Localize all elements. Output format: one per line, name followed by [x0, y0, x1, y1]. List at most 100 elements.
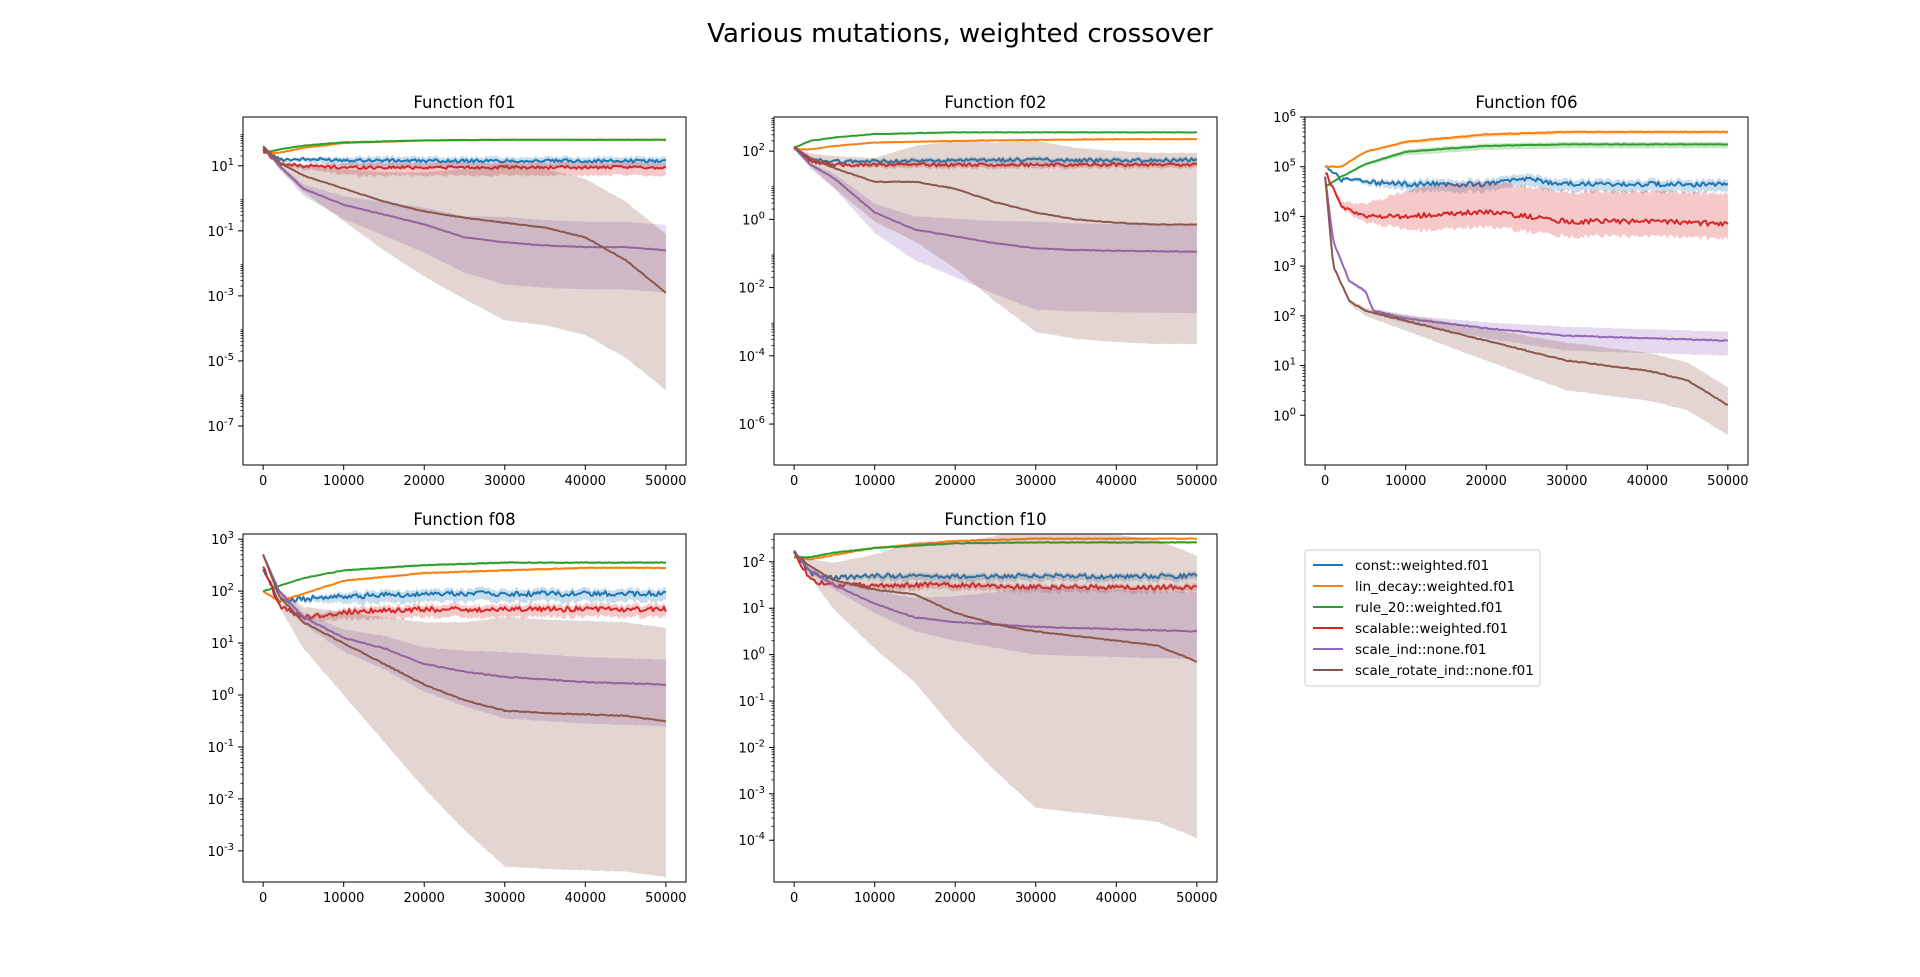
y-tick-label: 102: [742, 553, 765, 571]
y-tick-label: 10-4: [738, 831, 765, 849]
legend-label: scale_ind::none.f01: [1355, 642, 1486, 658]
x-tick-label: 40000: [565, 474, 606, 489]
y-tick-label: 10-1: [207, 738, 234, 756]
series-line-lin_decay: [262, 566, 666, 603]
series-line-const: [262, 147, 667, 164]
band-scale_rotate_ind: [1325, 176, 1728, 435]
panel-3: Function f06 0 10000 20000 30000 40000 50000 10…: [1273, 93, 1748, 489]
band-scalable: [1325, 172, 1728, 241]
series-line-lin_decay: [1324, 130, 1729, 168]
x-tick-label: 30000: [484, 891, 525, 906]
x-tick-label: 20000: [404, 891, 445, 906]
series-line-rule_20: [793, 131, 1198, 149]
legend-label: const::weighted.f01: [1355, 558, 1489, 574]
band-scalable: [263, 566, 666, 623]
series-line-scalable: [1325, 172, 1729, 227]
y-tick-label: 10-6: [738, 415, 765, 433]
legend: const::weighted.f01lin_decay::weighted.f…: [1304, 549, 1541, 687]
y-tick-label: 100: [1273, 406, 1296, 424]
y-tick-label: 10-2: [738, 738, 765, 756]
panel-title: Function f02: [944, 93, 1046, 112]
series-line-scale_rotate_ind: [793, 551, 1198, 663]
series-line-const: [793, 549, 1198, 581]
y-tick-label: 102: [211, 582, 234, 600]
x-tick-label: 50000: [1707, 474, 1748, 489]
y-tick-label: 10-1: [738, 692, 765, 710]
x-tick-label: 10000: [854, 891, 895, 906]
y-tick-label: 104: [1273, 207, 1296, 225]
series-line-lin_decay: [794, 138, 1198, 151]
y-tick-label: 101: [1273, 357, 1296, 375]
series-line-rule_20: [262, 138, 666, 154]
band-const: [1325, 166, 1728, 194]
y-tick-label: 102: [742, 142, 765, 160]
x-tick-label: 0: [1321, 474, 1329, 489]
plot-area: [1324, 130, 1729, 435]
y-tick-label: 100: [742, 210, 765, 228]
series-line-scalable: [793, 145, 1198, 168]
y-tick-label: 10-4: [738, 347, 765, 365]
x-tick-label: 40000: [565, 891, 606, 906]
band-scale_ind: [263, 554, 666, 727]
panel-title: Function f01: [413, 93, 515, 112]
panel-1: Function f01 0 10000 20000 30000 40000 50000 10…: [207, 93, 686, 489]
x-tick-label: 20000: [935, 891, 976, 906]
series-line-scale_rotate_ind: [793, 146, 1198, 226]
band-scale_rotate_ind: [263, 554, 666, 878]
x-tick-label: 30000: [1015, 474, 1056, 489]
y-tick-label: 10-7: [207, 417, 234, 435]
series-line-scalable: [793, 551, 1198, 591]
y-tick-label: 10-3: [738, 785, 765, 803]
x-tick-label: 10000: [854, 474, 895, 489]
x-tick-label: 10000: [323, 474, 364, 489]
axes-frame: [242, 116, 687, 466]
band-scale_ind: [794, 147, 1197, 314]
series-line-scale_ind: [262, 145, 667, 252]
y-tick-label: 100: [742, 646, 765, 664]
x-tick-label: 20000: [935, 474, 976, 489]
band-scale_ind: [1325, 176, 1728, 356]
band-scale_rotate_ind: [794, 140, 1197, 345]
y-tick-label: 10-3: [207, 287, 234, 305]
y-tick-label: 101: [742, 599, 765, 617]
panel-title: Function f06: [1475, 93, 1577, 112]
panel-title: Function f10: [944, 510, 1046, 529]
series-line-rule_20: [794, 541, 1197, 559]
panel-2: Function f02 0 10000 20000 30000 40000 50000 10…: [738, 93, 1217, 489]
x-tick-label: 0: [259, 474, 267, 489]
x-tick-label: 0: [790, 474, 798, 489]
plot-area: [262, 553, 667, 878]
y-tick-label: 10-3: [207, 842, 234, 860]
series-line-scalable: [262, 566, 667, 620]
axes-frame: [773, 116, 1218, 466]
band-scale_ind: [794, 552, 1197, 660]
panel-4: Function f08 0 10000 20000 30000 40000 50000 10…: [207, 510, 686, 906]
x-tick-label: 30000: [1015, 891, 1056, 906]
band-rule_20: [1325, 141, 1728, 187]
x-tick-label: 50000: [645, 474, 686, 489]
y-tick-label: 101: [211, 157, 234, 175]
x-tick-label: 40000: [1096, 891, 1137, 906]
series-line-scale_rotate_ind: [262, 553, 667, 723]
x-tick-label: 50000: [1176, 474, 1217, 489]
y-tick-label: 10-2: [207, 790, 234, 808]
series-line-const: [1325, 165, 1729, 188]
x-tick-label: 10000: [323, 891, 364, 906]
series-line-scale_rotate_ind: [262, 145, 667, 294]
series-line-const: [793, 145, 1198, 164]
series-line-scale_ind: [793, 147, 1198, 253]
y-tick-label: 103: [211, 530, 234, 548]
band-const: [263, 148, 666, 169]
x-tick-label: 50000: [645, 891, 686, 906]
x-tick-label: 50000: [1176, 891, 1217, 906]
x-tick-label: 20000: [1466, 474, 1507, 489]
plot-area: [262, 138, 667, 391]
series-line-rule_20: [1324, 143, 1728, 188]
figure-title: Various mutations, weighted crossover: [707, 19, 1213, 49]
x-tick-label: 20000: [404, 474, 445, 489]
band-scale_ind: [263, 146, 666, 293]
panel-5: Function f10 0 10000 20000 30000 40000 50000 10…: [738, 510, 1217, 906]
